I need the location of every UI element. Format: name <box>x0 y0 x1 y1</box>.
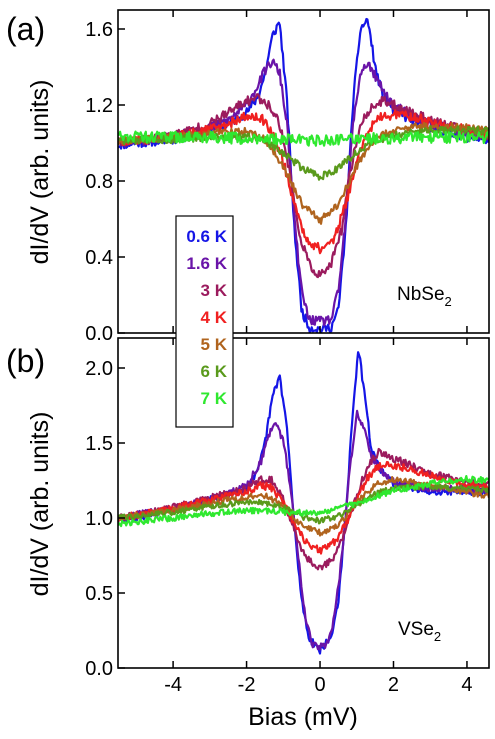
plot-frame-b <box>117 337 490 669</box>
legend-entry: 6 K <box>201 362 228 381</box>
y-tick-label: 0.4 <box>85 247 113 269</box>
series-line-7k-panel-a <box>118 130 489 147</box>
y-tick-label: 1.0 <box>85 508 113 530</box>
material-subscript-b: 2 <box>434 629 441 644</box>
y-tick-label: 1.6 <box>85 19 113 41</box>
legend-entry: 3 K <box>201 281 228 300</box>
material-label-a: NbSe2 <box>397 284 452 309</box>
panel-a: 0.0 0.4 0.8 1.2 1.6 (a) dI/dV (arb. units) N… <box>6 9 490 345</box>
x-tick-label: 4 <box>461 674 472 696</box>
material-label-b: VSe2 <box>398 619 441 644</box>
y-tick-label: 0.0 <box>85 658 113 680</box>
ticks-a: 0.0 0.4 0.8 1.2 1.6 <box>85 10 468 345</box>
material-subscript-a: 2 <box>445 294 452 309</box>
x-tick-label: 2 <box>388 674 399 696</box>
y-tick-label: 0.5 <box>85 583 113 605</box>
x-axis-label: Bias (mV) <box>248 703 358 731</box>
material-name-a: NbSe <box>397 284 445 305</box>
y-tick-label: 0.0 <box>85 323 113 345</box>
x-tick-label: -4 <box>164 674 182 696</box>
plot-frame-a <box>117 9 490 334</box>
legend-entry: 1.6 K <box>186 254 227 273</box>
y-tick-label: 1.5 <box>85 433 113 455</box>
y-tick-label: 2.0 <box>85 358 113 380</box>
ticks-b: 0.0 0.5 1.0 1.5 2.0 -4 -2 0 2 4 <box>85 338 473 696</box>
y-axis-label-b: dI/dV (arb. units) <box>26 412 54 597</box>
series-line-7k-panel-b <box>118 475 489 528</box>
y-tick-label: 1.2 <box>85 95 113 117</box>
legend-entry: 0.6 K <box>186 227 227 246</box>
legend-items: 0.6 K 1.6 K 3 K 4 K 5 K 6 K 7 K <box>186 227 227 408</box>
panel-label-b: (b) <box>6 343 45 379</box>
series-group-a <box>118 17 489 333</box>
series-line-5k-panel-b <box>118 476 489 537</box>
series-line-4k-panel-b <box>118 460 489 555</box>
y-axis-label-a: dI/dV (arb. units) <box>26 80 54 265</box>
legend-entry: 7 K <box>201 389 228 408</box>
legend: 0.6 K 1.6 K 3 K 4 K 5 K 6 K 7 K <box>175 215 234 428</box>
legend-entry: 4 K <box>201 308 228 327</box>
legend-box <box>175 215 234 428</box>
material-name-b: VSe <box>398 619 434 640</box>
y-tick-label: 0.8 <box>85 171 113 193</box>
panel-label-a: (a) <box>6 11 45 47</box>
series-group-b <box>118 351 489 655</box>
x-tick-label: 0 <box>314 674 325 696</box>
x-tick-label: -2 <box>238 674 256 696</box>
panel-b: 0.0 0.5 1.0 1.5 2.0 -4 -2 0 2 4 (b) dI/dV (arb. u… <box>6 337 490 731</box>
legend-entry: 5 K <box>201 335 228 354</box>
